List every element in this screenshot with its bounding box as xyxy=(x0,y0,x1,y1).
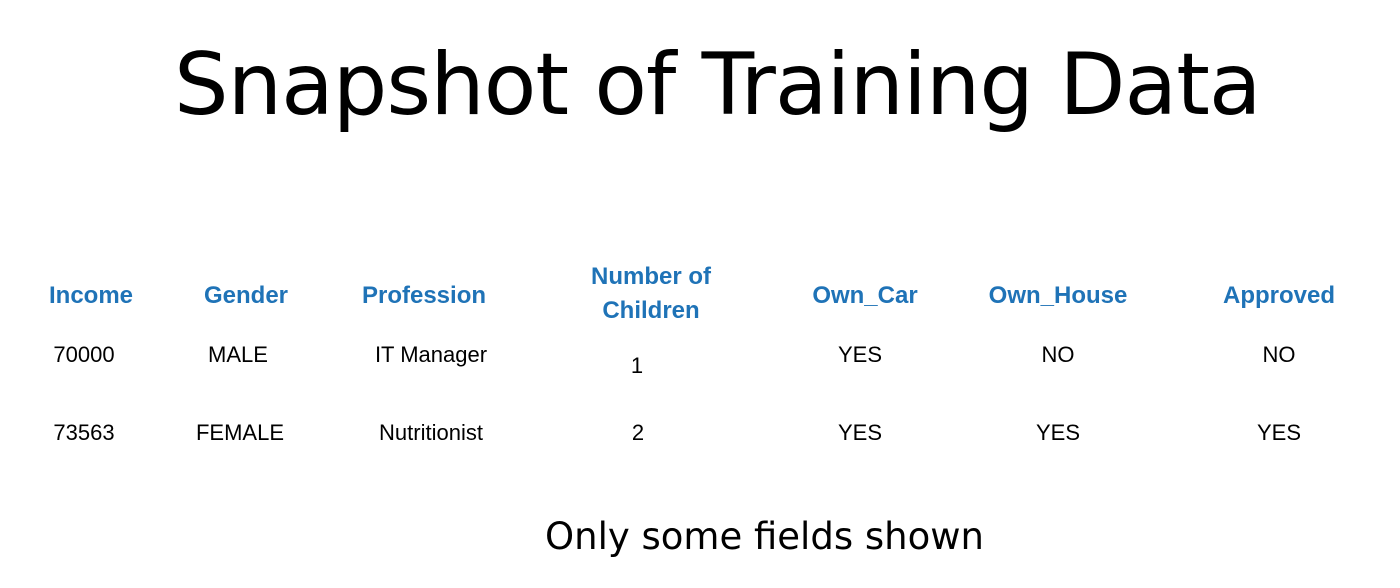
table-cell-income: 70000 xyxy=(53,341,114,369)
table-cell-gender: FEMALE xyxy=(196,419,284,447)
table-cell-own-house: NO xyxy=(1042,341,1075,369)
table-cell-approved: NO xyxy=(1263,341,1296,369)
table-cell-profession: IT Manager xyxy=(375,341,487,369)
table-cell-approved: YES xyxy=(1257,419,1301,447)
table-cell-number-of-children: 1 xyxy=(631,352,643,380)
column-header-gender: Gender xyxy=(204,279,288,313)
table-cell-profession: Nutritionist xyxy=(379,419,483,447)
table-cell-own-car: YES xyxy=(838,341,882,369)
column-header-profession: Profession xyxy=(362,279,486,313)
table-cell-own-house: YES xyxy=(1036,419,1080,447)
page-title: Snapshot of Training Data xyxy=(174,30,1261,140)
column-header-approved: Approved xyxy=(1223,279,1335,313)
column-header-own-car: Own_Car xyxy=(812,279,917,313)
table-cell-income: 73563 xyxy=(53,419,114,447)
footnote: Only some fields shown xyxy=(545,512,984,562)
column-header-number-of-children: Number of Children xyxy=(591,260,711,328)
table-cell-gender: MALE xyxy=(208,341,268,369)
table-cell-own-car: YES xyxy=(838,419,882,447)
column-header-income: Income xyxy=(49,279,133,313)
table-cell-number-of-children: 2 xyxy=(632,419,644,447)
column-header-own-house: Own_House xyxy=(989,279,1128,313)
